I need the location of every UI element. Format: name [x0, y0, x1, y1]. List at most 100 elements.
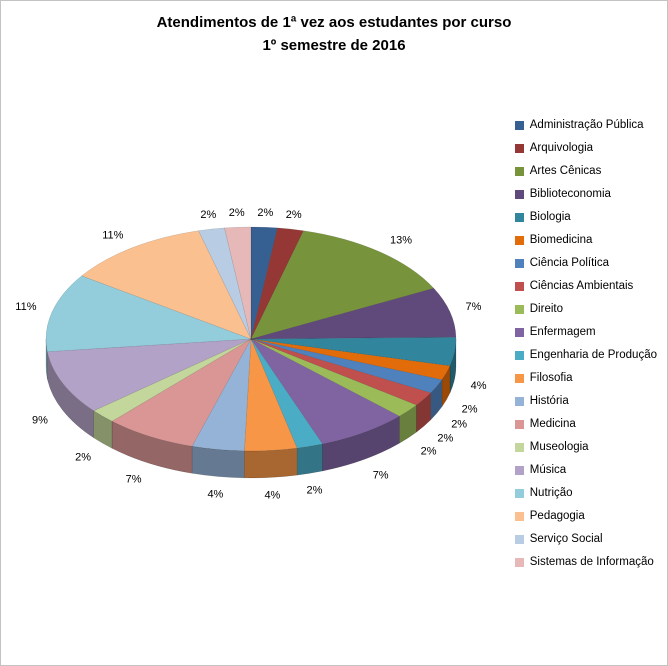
- legend-label: Administração Pública: [529, 119, 644, 131]
- legend-item: Medicina: [514, 418, 657, 430]
- pie-slice: [250, 338, 418, 417]
- pie-slice: [250, 230, 435, 340]
- legend-item: Nutrição: [514, 487, 657, 499]
- pie-slice: [45, 275, 252, 352]
- slice-percent-label: 4%: [471, 380, 487, 392]
- legend-swatch: [514, 281, 524, 291]
- slice-percent-label: 7%: [373, 469, 389, 481]
- legend-label: Música: [529, 464, 567, 476]
- legend-label: Sistemas de Informação: [529, 556, 654, 568]
- slice-percent-label: 11%: [15, 301, 36, 313]
- legend-item: Engenharia de Produção: [514, 349, 657, 361]
- legend-item: Biologia: [514, 211, 657, 223]
- legend-label: Ciências Ambientais: [529, 280, 634, 292]
- legend-item: História: [514, 395, 657, 407]
- slice-percent-label: 2%: [257, 207, 273, 219]
- legend-label: Biomedicina: [529, 234, 593, 246]
- pie-slice: [250, 338, 432, 406]
- legend-label: Nutrição: [529, 487, 573, 499]
- pie-slice: [191, 338, 252, 452]
- legend-swatch: [514, 327, 524, 337]
- pie-slice-side: [191, 446, 245, 479]
- slice-percent-label: 11%: [102, 230, 123, 242]
- legend-swatch: [514, 166, 524, 176]
- legend-item: Administração Pública: [514, 119, 657, 131]
- slice-percent-label: 2%: [307, 485, 323, 497]
- legend-item: Ciência Política: [514, 257, 657, 269]
- pie-slice: [250, 338, 451, 381]
- legend-label: Arquivologia: [529, 142, 594, 154]
- pie-slice-side: [244, 447, 298, 479]
- legend-label: Enfermagem: [529, 326, 596, 338]
- slice-percent-label: 4%: [207, 488, 223, 500]
- slice-percent-label: 2%: [229, 207, 245, 219]
- slice-percent-label: 2%: [437, 433, 453, 445]
- legend-swatch: [514, 534, 524, 544]
- slice-percent-label: 2%: [200, 209, 216, 221]
- slice-percent-label: 2%: [462, 404, 478, 416]
- legend-item: Direito: [514, 303, 657, 315]
- pie-slice: [244, 338, 298, 452]
- pie-slice: [93, 338, 252, 422]
- legend-swatch: [514, 189, 524, 199]
- legend-label: Biologia: [529, 211, 571, 223]
- legend-swatch: [514, 120, 524, 130]
- legend-item: Biblioteconomia: [514, 188, 657, 200]
- chart-title: Atendimentos de 1ª vez aos estudantes po…: [1, 11, 667, 58]
- legend-label: Biblioteconomia: [529, 188, 611, 200]
- pie-slice: [250, 227, 304, 340]
- legend-label: Pedagogia: [529, 510, 585, 522]
- legend-swatch: [514, 373, 524, 383]
- chart-legend: Administração Pública Arquivologia Artes C…: [514, 119, 657, 568]
- chart-title-line1: Atendimentos de 1ª vez aos estudantes po…: [156, 14, 512, 31]
- slice-percent-label: 4%: [264, 489, 280, 501]
- pie-slice: [250, 338, 443, 394]
- legend-swatch: [514, 442, 524, 452]
- legend-label: Serviço Social: [529, 533, 603, 545]
- slice-percent-label: 2%: [286, 209, 302, 221]
- pie-slice: [250, 338, 323, 449]
- legend-item: Música: [514, 464, 657, 476]
- pie-slice: [250, 338, 400, 445]
- pie-slice: [250, 336, 457, 367]
- legend-label: Medicina: [529, 418, 576, 430]
- legend-swatch: [514, 511, 524, 521]
- legend-swatch: [514, 465, 524, 475]
- pie-slice: [81, 230, 252, 340]
- legend-label: História: [529, 395, 569, 407]
- pie-slice: [250, 226, 278, 340]
- pie-slice-side: [296, 443, 323, 476]
- legend-swatch: [514, 350, 524, 360]
- legend-item: Artes Cênicas: [514, 165, 657, 177]
- legend-swatch: [514, 419, 524, 429]
- chart-title-line2: 1º semestre de 2016: [262, 37, 406, 55]
- legend-swatch: [514, 143, 524, 153]
- slice-percent-label: 13%: [390, 235, 412, 247]
- pie-slice: [224, 226, 252, 340]
- legend-swatch: [514, 557, 524, 567]
- legend-label: Direito: [529, 303, 563, 315]
- legend-swatch: [514, 304, 524, 314]
- slice-percent-label: 7%: [126, 474, 142, 486]
- legend-label: Engenharia de Produção: [529, 349, 657, 361]
- legend-swatch: [514, 235, 524, 245]
- legend-swatch: [514, 258, 524, 268]
- slice-percent-label: 9%: [32, 415, 48, 427]
- slice-percent-label: 7%: [466, 301, 482, 313]
- slice-percent-label: 2%: [75, 451, 91, 463]
- legend-item: Filosofia: [514, 372, 657, 384]
- legend-item: Serviço Social: [514, 533, 657, 545]
- legend-label: Museologia: [529, 441, 589, 453]
- legend-label: Ciência Política: [529, 257, 610, 269]
- legend-swatch: [514, 488, 524, 498]
- legend-swatch: [514, 212, 524, 222]
- legend-swatch: [514, 396, 524, 406]
- slice-percent-label: 2%: [451, 418, 467, 430]
- legend-label: Filosofia: [529, 372, 573, 384]
- pie-slice: [250, 288, 457, 340]
- legend-item: Ciências Ambientais: [514, 280, 657, 292]
- legend-label: Artes Cênicas: [529, 165, 602, 177]
- legend-item: Biomedicina: [514, 234, 657, 246]
